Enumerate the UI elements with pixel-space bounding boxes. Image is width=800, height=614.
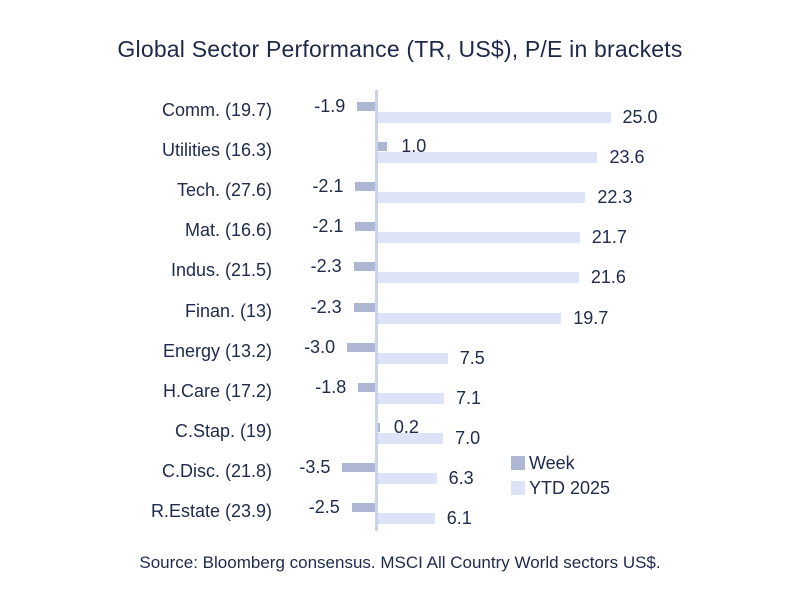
- week-value-label: -2.5: [308, 497, 340, 518]
- ytd-bar: [378, 272, 579, 284]
- ytd-value-label: 6.1: [446, 508, 472, 529]
- week-value-label: -3.5: [299, 456, 331, 477]
- week-bar: [351, 503, 375, 513]
- ytd-bar: [378, 513, 435, 525]
- category-label: C.Stap. (19): [174, 420, 272, 441]
- week-value-label: -2.3: [310, 256, 342, 277]
- week-bar: [378, 422, 380, 432]
- legend-item-week: Week: [511, 453, 610, 473]
- ytd-value-label: 21.7: [591, 227, 627, 248]
- ytd-value-label: 19.7: [573, 307, 609, 328]
- week-value-label: -1.8: [315, 376, 347, 397]
- ytd-value-label: 22.3: [597, 187, 633, 208]
- ytd-bar: [378, 432, 444, 444]
- week-value-label: -3.0: [304, 336, 336, 357]
- category-label: R.Estate (23.9): [150, 501, 272, 522]
- legend: Week YTD 2025: [511, 453, 610, 503]
- week-value-label: 0.2: [393, 416, 419, 437]
- week-bar: [355, 182, 375, 192]
- category-label: H.Care (17.2): [162, 380, 272, 401]
- bar-chart: Comm. (19.7) -1.9 25.0 Utilities (16.3) 1.0 2…: [0, 90, 800, 531]
- category-label: Finan. (13): [184, 300, 272, 321]
- legend-item-ytd: YTD 2025: [511, 478, 610, 498]
- category-label: Mat. (16.6): [184, 220, 272, 241]
- ytd-bar: [378, 112, 611, 124]
- week-bar: [355, 222, 375, 232]
- ytd-bar: [378, 152, 598, 164]
- week-value-label: 1.0: [401, 136, 427, 157]
- legend-swatch-ytd: [511, 481, 525, 495]
- week-value-label: -1.9: [314, 96, 346, 117]
- category-label: Energy (13.2): [162, 340, 272, 361]
- category-label: Indus. (21.5): [170, 260, 272, 281]
- week-value-label: -2.1: [312, 216, 344, 237]
- category-label: Utilities (16.3): [161, 140, 272, 161]
- ytd-bar: [378, 392, 445, 404]
- ytd-bar: [378, 472, 437, 484]
- week-bar: [347, 342, 375, 352]
- ytd-value-label: 23.6: [609, 147, 645, 168]
- ytd-value-label: 6.3: [448, 467, 474, 488]
- category-label: Comm. (19.7): [161, 100, 272, 121]
- category-label: Tech. (27.6): [176, 180, 272, 201]
- week-bar: [342, 462, 375, 472]
- week-bar: [358, 382, 375, 392]
- ytd-bar: [378, 312, 562, 324]
- week-value-label: -2.3: [310, 296, 342, 317]
- ytd-value-label: 7.5: [459, 347, 485, 368]
- ytd-value-label: 21.6: [590, 267, 626, 288]
- zero-axis-line: [375, 90, 378, 531]
- ytd-value-label: 7.0: [455, 427, 481, 448]
- week-bar: [353, 262, 375, 272]
- week-bar: [378, 142, 388, 152]
- source-note: Source: Bloomberg consensus. MSCI All Co…: [139, 553, 661, 572]
- chart-title: Global Sector Performance (TR, US$), P/E…: [117, 36, 683, 62]
- week-bar: [353, 302, 375, 312]
- legend-label-ytd: YTD 2025: [529, 477, 611, 498]
- legend-swatch-week: [511, 456, 525, 470]
- ytd-value-label: 25.0: [622, 107, 658, 128]
- ytd-value-label: 7.1: [456, 387, 482, 408]
- week-value-label: -2.1: [312, 176, 344, 197]
- legend-label-week: Week: [529, 452, 575, 473]
- ytd-bar: [378, 192, 586, 204]
- week-bar: [357, 102, 375, 112]
- ytd-bar: [378, 352, 448, 364]
- ytd-bar: [378, 232, 580, 244]
- category-label: C.Disc. (21.8): [161, 460, 272, 481]
